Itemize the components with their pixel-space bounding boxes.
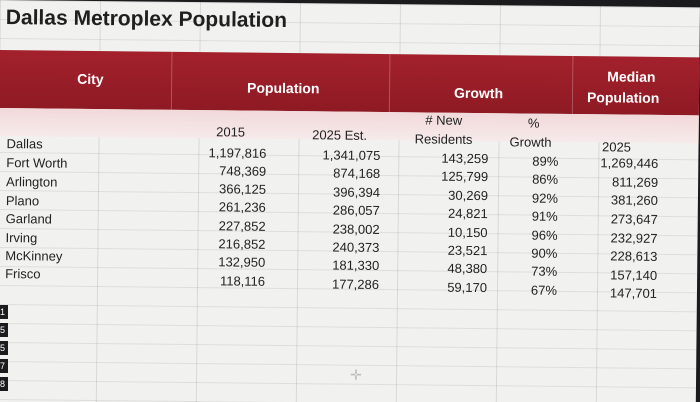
header-city[interactable]: City bbox=[0, 49, 173, 110]
table-cell[interactable]: 96% bbox=[531, 227, 558, 243]
header-median-label: Median bbox=[607, 68, 656, 85]
table-cell[interactable]: 48,380 bbox=[447, 260, 488, 277]
header-population-label: Population bbox=[247, 79, 320, 97]
table-cell[interactable]: 24,821 bbox=[447, 205, 488, 222]
table-cell[interactable]: 216,852 bbox=[218, 236, 266, 252]
table-cell[interactable]: 90% bbox=[531, 245, 558, 261]
table-cell[interactable]: 125,799 bbox=[441, 168, 489, 185]
table-cell[interactable]: 238,002 bbox=[332, 221, 380, 237]
city-label-frisco[interactable]: Frisco bbox=[5, 266, 41, 282]
table-cell[interactable]: 396,394 bbox=[332, 184, 381, 200]
table-cell[interactable]: 73% bbox=[531, 263, 558, 279]
subheader-2015[interactable]: 2015 bbox=[216, 124, 246, 140]
table-cell[interactable]: 811,269 bbox=[612, 174, 659, 190]
table-cell[interactable]: 227,852 bbox=[218, 218, 266, 234]
table-cell[interactable]: 30,269 bbox=[448, 187, 489, 204]
city-label-mckinney[interactable]: McKinney bbox=[5, 248, 63, 264]
table-cell[interactable]: 1,269,446 bbox=[600, 155, 659, 171]
table-cell[interactable]: 273,647 bbox=[610, 211, 658, 227]
header-growth-label: Growth bbox=[453, 84, 504, 102]
table-cell[interactable]: 23,521 bbox=[447, 242, 488, 259]
table-cell[interactable]: 748,369 bbox=[219, 163, 267, 179]
table-cell[interactable]: 286,057 bbox=[332, 202, 380, 218]
header-city-label: City bbox=[77, 70, 104, 88]
table-cell[interactable]: 261,236 bbox=[218, 199, 266, 215]
header-median[interactable]: Median Population bbox=[573, 56, 700, 115]
row-number[interactable]: 5 bbox=[0, 323, 8, 337]
subheader-pct-2[interactable]: Growth bbox=[509, 134, 552, 150]
header-population[interactable]: Population bbox=[171, 51, 391, 113]
subheader-new-2[interactable]: Residents bbox=[414, 131, 473, 147]
table-cell[interactable]: 147,701 bbox=[609, 285, 658, 301]
table-cell[interactable]: 91% bbox=[531, 208, 558, 224]
table-cell[interactable]: 232,927 bbox=[610, 230, 658, 246]
sheet-title: Dallas Metroplex Population bbox=[5, 6, 288, 33]
table-cell[interactable]: 118,116 bbox=[219, 273, 266, 289]
table-cell[interactable]: 240,373 bbox=[332, 239, 380, 255]
city-label-arlington[interactable]: Arlington bbox=[6, 174, 58, 190]
row-number[interactable]: 5 bbox=[0, 341, 8, 355]
table-cell[interactable]: 143,259 bbox=[441, 150, 489, 167]
header-band: City Population Growth Median Population bbox=[0, 49, 700, 116]
city-label-fort-worth[interactable]: Fort Worth bbox=[6, 155, 68, 171]
table-cell[interactable]: 177,286 bbox=[331, 276, 380, 292]
table-cell[interactable]: 59,170 bbox=[447, 279, 488, 296]
cursor-cross-icon: ✛ bbox=[350, 366, 362, 383]
table-cell[interactable]: 89% bbox=[532, 153, 559, 169]
subheader-pct-1: % bbox=[527, 115, 540, 131]
table-cell[interactable]: 86% bbox=[532, 171, 559, 187]
row-number[interactable]: 7 bbox=[0, 359, 8, 373]
table-cell[interactable]: 181,330 bbox=[332, 257, 380, 273]
table-cell[interactable]: 228,613 bbox=[610, 248, 658, 264]
table-cell[interactable]: 67% bbox=[530, 282, 558, 298]
table-cell[interactable]: 874,168 bbox=[333, 165, 381, 181]
city-label-plano[interactable]: Plano bbox=[5, 193, 40, 209]
header-median-label2: Population bbox=[586, 89, 660, 106]
row-number[interactable]: 8 bbox=[0, 377, 8, 391]
subheader-median-2025[interactable]: 2025 bbox=[601, 139, 632, 155]
row-number[interactable]: 1 bbox=[0, 305, 8, 319]
table-cell[interactable]: 10,150 bbox=[447, 224, 488, 241]
city-label-dallas[interactable]: Dallas bbox=[6, 136, 43, 152]
header-growth[interactable]: Growth bbox=[389, 54, 574, 115]
table-cell[interactable]: 381,260 bbox=[610, 192, 659, 208]
subheader-2025-est[interactable]: 2025 Est. bbox=[312, 127, 368, 143]
table-cell[interactable]: 366,125 bbox=[218, 181, 267, 197]
subheader-new-1: # New bbox=[425, 112, 463, 128]
table-cell[interactable]: 132,950 bbox=[218, 254, 266, 270]
table-cell[interactable]: 92% bbox=[531, 190, 559, 206]
city-label-garland[interactable]: Garland bbox=[5, 211, 53, 227]
table-cell[interactable]: 1,341,075 bbox=[322, 147, 381, 163]
table-cell[interactable]: 1,197,816 bbox=[208, 145, 267, 161]
city-label-irving[interactable]: Irving bbox=[5, 230, 38, 246]
table-cell[interactable]: 157,140 bbox=[610, 267, 658, 283]
